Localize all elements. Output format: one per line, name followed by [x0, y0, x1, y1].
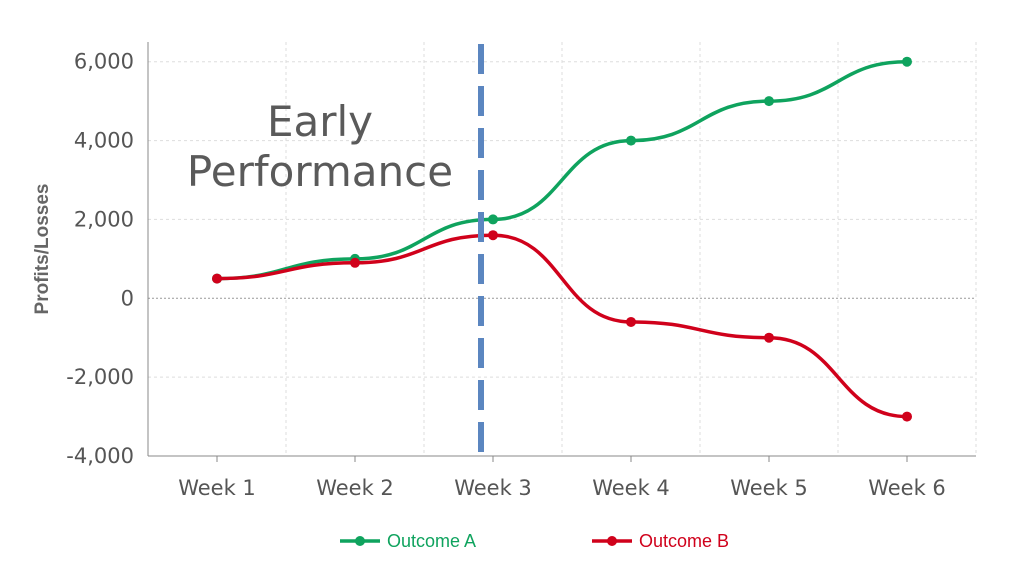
series-line [216, 233, 908, 419]
data-point[interactable] [626, 135, 636, 146]
data-point[interactable] [350, 257, 360, 268]
y-tick-label: -2,000 [66, 365, 134, 389]
data-point[interactable] [764, 96, 774, 107]
y-axis-label: Profits/Losses [32, 184, 53, 315]
series [212, 56, 912, 422]
series-line [216, 59, 908, 281]
data-point[interactable] [902, 411, 912, 422]
x-tick-label: Week 5 [730, 476, 808, 500]
data-point[interactable] [212, 273, 222, 284]
legend[interactable]: Outcome A Outcome B [340, 531, 729, 551]
legend-label: Outcome A [387, 531, 476, 551]
x-tick-label: Week 3 [454, 476, 532, 500]
y-tick-labels: -4,000 -2,000 0 2,000 4,000 6,000 [66, 50, 134, 468]
axes [147, 42, 976, 462]
legend-marker [607, 536, 617, 546]
x-tick-label: Week 4 [592, 476, 670, 500]
data-point[interactable] [626, 316, 636, 327]
annotation: Early Performance [187, 97, 453, 196]
data-point[interactable] [488, 230, 498, 241]
annotation-line-1: Early [267, 97, 373, 146]
grid [148, 42, 977, 457]
legend-label: Outcome B [639, 531, 729, 551]
annotation-line-2: Performance [187, 147, 453, 196]
x-tick-label: Week 6 [868, 476, 946, 500]
data-point[interactable] [902, 56, 912, 67]
legend-marker [355, 536, 365, 546]
y-tick-label: 0 [121, 286, 134, 310]
legend-item[interactable]: Outcome A [340, 531, 476, 551]
y-tick-label: 4,000 [74, 129, 134, 153]
y-tick-label: 2,000 [74, 207, 134, 231]
y-tick-label: 6,000 [74, 50, 134, 74]
x-tick-label: Week 2 [316, 476, 394, 500]
x-tick-label: Week 1 [178, 476, 256, 500]
legend-item[interactable]: Outcome B [592, 531, 729, 551]
y-tick-label: -4,000 [66, 444, 134, 468]
series-outcome-b [212, 230, 912, 422]
data-point[interactable] [488, 214, 498, 225]
data-point[interactable] [764, 332, 774, 343]
x-tick-labels: Week 1 Week 2 Week 3 Week 4 Week 5 Week 6 [178, 476, 946, 500]
